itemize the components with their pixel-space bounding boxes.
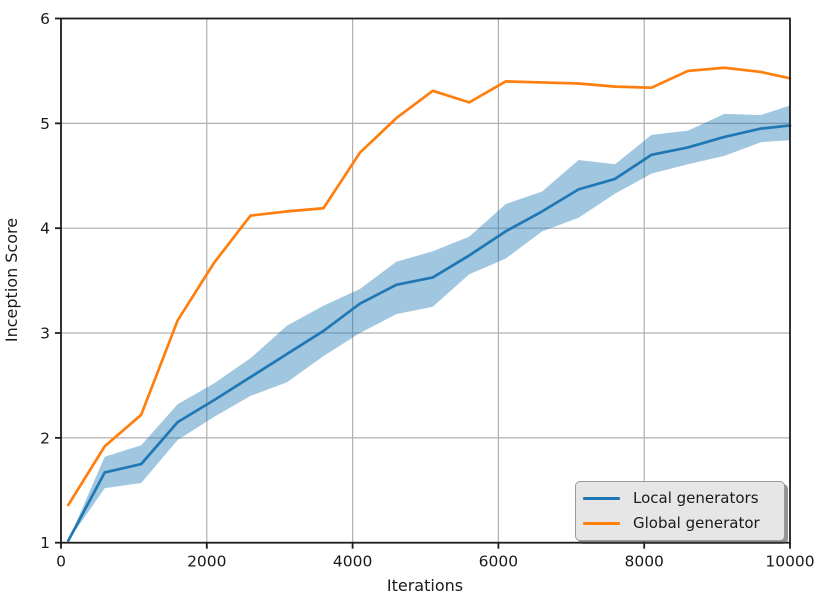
axes-frame-layer bbox=[60, 17, 791, 544]
legend-label: Global generator bbox=[633, 514, 760, 532]
legend-item-local-generators: Local generators bbox=[582, 486, 778, 511]
x-axis-label: Iterations bbox=[387, 576, 463, 595]
gridlines bbox=[61, 18, 790, 543]
series-line-local-generators bbox=[66, 124, 792, 542]
y-tick-label: 6 bbox=[40, 10, 50, 28]
legend-line-swatch-global bbox=[583, 522, 620, 525]
axes-frame bbox=[60, 17, 791, 544]
x-tick-label: 0 bbox=[56, 553, 66, 571]
x-tick-label: 8000 bbox=[624, 553, 663, 571]
legend-item-global-generator: Global generator bbox=[582, 511, 778, 536]
y-axis-label: Inception Score bbox=[2, 218, 21, 342]
tick-labels-layer: 0 2000 4000 6000 8000 10000 1 2 3 4 5 6 bbox=[40, 10, 815, 571]
legend-line-swatch-local bbox=[583, 497, 620, 500]
y-tick-label: 3 bbox=[40, 324, 50, 342]
y-tick-label: 4 bbox=[40, 220, 50, 238]
x-tick-label: 10000 bbox=[765, 553, 814, 571]
confidence-band-layer bbox=[68, 105, 791, 541]
y-tick-label: 2 bbox=[40, 429, 50, 447]
y-tick-label: 1 bbox=[40, 534, 50, 552]
series-line-global-generator bbox=[66, 66, 792, 507]
legend: Local generators Global generator bbox=[575, 481, 785, 541]
tick-marks-layer bbox=[55, 17, 791, 549]
legend-label: Local generators bbox=[633, 489, 759, 507]
x-tick-label: 2000 bbox=[187, 553, 226, 571]
series-lines-layer bbox=[66, 66, 792, 542]
y-tick-label: 5 bbox=[40, 115, 50, 133]
x-tick-label: 6000 bbox=[479, 553, 518, 571]
x-tick-label: 4000 bbox=[333, 553, 372, 571]
confidence-band bbox=[68, 105, 791, 541]
